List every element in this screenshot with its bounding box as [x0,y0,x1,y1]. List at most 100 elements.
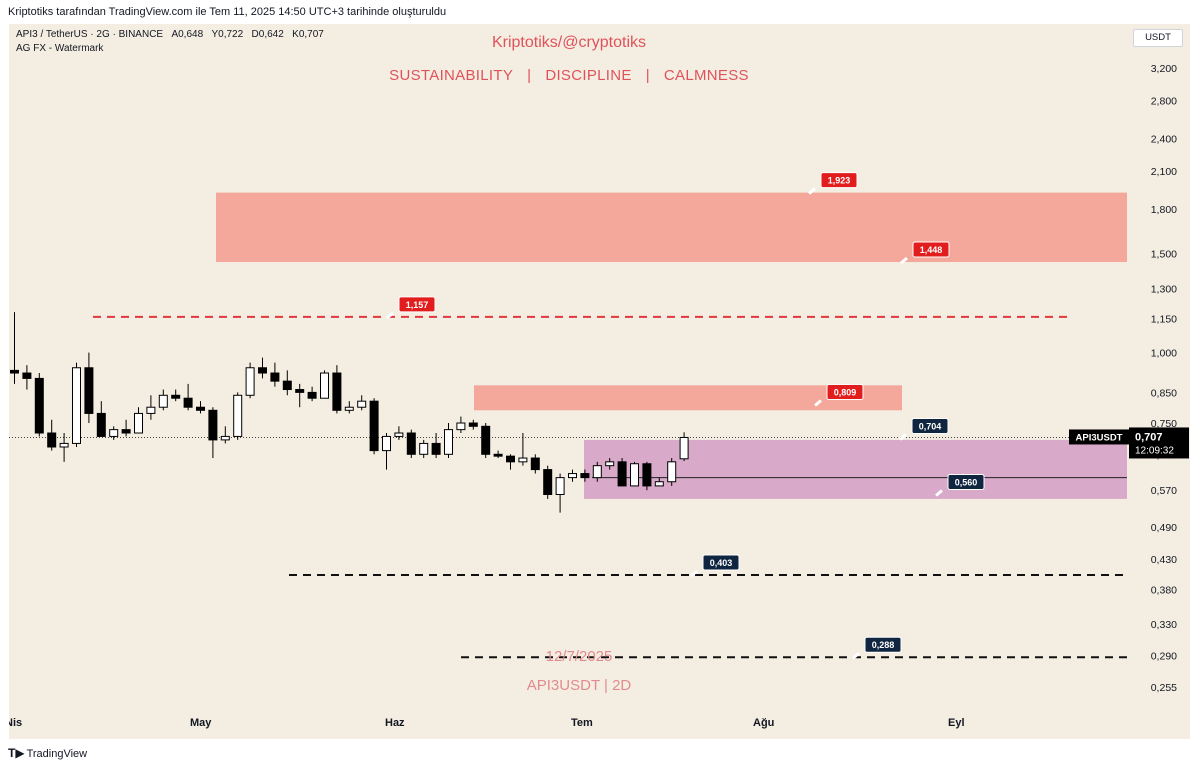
y-tick-label: 0,570 [1151,485,1177,497]
indicator-legend[interactable]: AG FX - Watermark [16,43,104,54]
candle[interactable] [158,394,168,408]
watermark-motto: SUSTAINABILITY | DISCIPLINE | CALMNESS [9,67,1129,84]
y-tick-label: 1,300 [1151,283,1177,295]
chart-pane[interactable]: 1,923 1,448 1,157 0,809 0,704 0,560 0,403 0,288… [9,24,1190,739]
candle[interactable] [654,481,664,487]
candle[interactable] [146,406,156,414]
price-tag-label: 1,923 [828,176,851,186]
candle[interactable] [456,422,466,431]
tradingview-footer[interactable]: T▶ TradingView [8,744,87,760]
candle[interactable] [431,442,441,455]
candle[interactable] [580,473,590,479]
candle[interactable] [344,406,354,411]
current-price-badge[interactable] [1129,427,1189,459]
tag-pointer [814,399,822,407]
candle[interactable] [10,369,19,374]
candle[interactable] [208,409,218,441]
candle[interactable] [171,394,181,399]
price-chart[interactable]: 1,923 1,448 1,157 0,809 0,704 0,560 0,403 0,288… [9,24,1190,739]
candle[interactable] [357,400,367,408]
symbol-legend[interactable]: API3 / TetherUS · 2G · BINANCE A0,648 Y0… [16,29,324,40]
attribution-text: Kriptotiks tarafından TradingView.com il… [8,6,447,18]
motto-word-3: CALMNESS [663,67,749,84]
symbol-price-badge[interactable] [1069,429,1129,445]
candle[interactable] [47,432,57,448]
candle[interactable] [493,453,503,457]
candle[interactable] [307,391,317,399]
candle[interactable] [121,429,131,434]
currency-button[interactable]: USDT [1133,29,1183,47]
candle[interactable] [568,473,577,479]
candle[interactable] [518,457,528,463]
watermark-date: 12/7/2025 [545,648,613,665]
price-tag-0,809[interactable] [826,383,864,400]
y-tick-label: 0,850 [1151,387,1177,399]
candle[interactable] [369,400,379,452]
candle[interactable] [543,469,553,496]
candle[interactable] [679,436,689,460]
candle[interactable] [134,412,143,434]
price-tag-0,704[interactable] [911,418,949,435]
price-tag-label: 1,448 [920,245,943,255]
candle[interactable] [468,422,478,427]
price-tag-1,157[interactable] [398,296,436,313]
candle[interactable] [320,372,329,399]
price-tag-0,288[interactable] [864,636,902,653]
candle[interactable] [419,442,429,455]
candle[interactable] [481,425,491,455]
y-tick-label: 2,400 [1151,133,1177,145]
candle[interactable] [592,465,602,479]
y-tick-label: 0,750 [1151,418,1177,430]
candle[interactable] [84,367,94,414]
candle[interactable] [406,432,416,455]
candle[interactable] [220,435,230,441]
candle[interactable] [196,406,205,411]
candle[interactable] [295,389,305,393]
price-tag-0,560[interactable] [947,474,985,491]
price-tag-1,448[interactable] [912,241,950,258]
candle[interactable] [109,429,119,437]
candle[interactable] [59,442,69,448]
watermark-brand: Kriptotiks/@cryptotiks [491,34,647,51]
candle[interactable] [270,372,280,382]
price-tag-0,403[interactable] [702,554,740,571]
ohlc-open: A0,648 [171,29,204,40]
candle[interactable] [605,461,615,467]
candle[interactable] [183,397,193,408]
ohlc-close: K0,707 [292,29,324,40]
candle[interactable] [96,412,106,437]
candle[interactable] [394,432,404,437]
x-tick-label: May [190,717,212,729]
candle[interactable] [444,429,453,455]
current-price-text: 0,707 [1135,431,1163,443]
candle[interactable] [22,372,32,379]
candle[interactable] [72,367,81,444]
candle[interactable] [34,377,44,434]
tag-pointer [900,256,908,265]
ohlc-high: Y0,722 [211,29,244,40]
candle[interactable] [282,380,292,391]
price-axis[interactable] [1129,24,1190,709]
candle[interactable] [530,457,540,471]
countdown-text: 12:09:32 [1135,445,1174,456]
candle[interactable] [233,394,243,437]
candle[interactable] [332,372,342,411]
zone-purple[interactable] [584,439,1127,499]
candle[interactable] [667,461,677,483]
price-tag-1,923[interactable] [820,172,858,189]
candle[interactable] [555,477,565,496]
y-tick-label: 2,800 [1151,96,1177,108]
candle[interactable] [258,367,267,374]
candle[interactable] [245,367,255,396]
zone-red[interactable] [216,192,1127,263]
time-axis[interactable] [9,709,1190,739]
x-tick-label: Ağu [753,717,774,729]
candle[interactable] [382,435,391,452]
x-tick-label: Haz [385,717,405,729]
tag-pointer [899,433,907,441]
candle[interactable] [617,461,627,487]
candle[interactable] [630,463,639,487]
candle[interactable] [506,455,515,463]
candle[interactable] [642,463,652,487]
symbol-info[interactable]: API3 / TetherUS · 2G · BINANCE [16,29,164,40]
